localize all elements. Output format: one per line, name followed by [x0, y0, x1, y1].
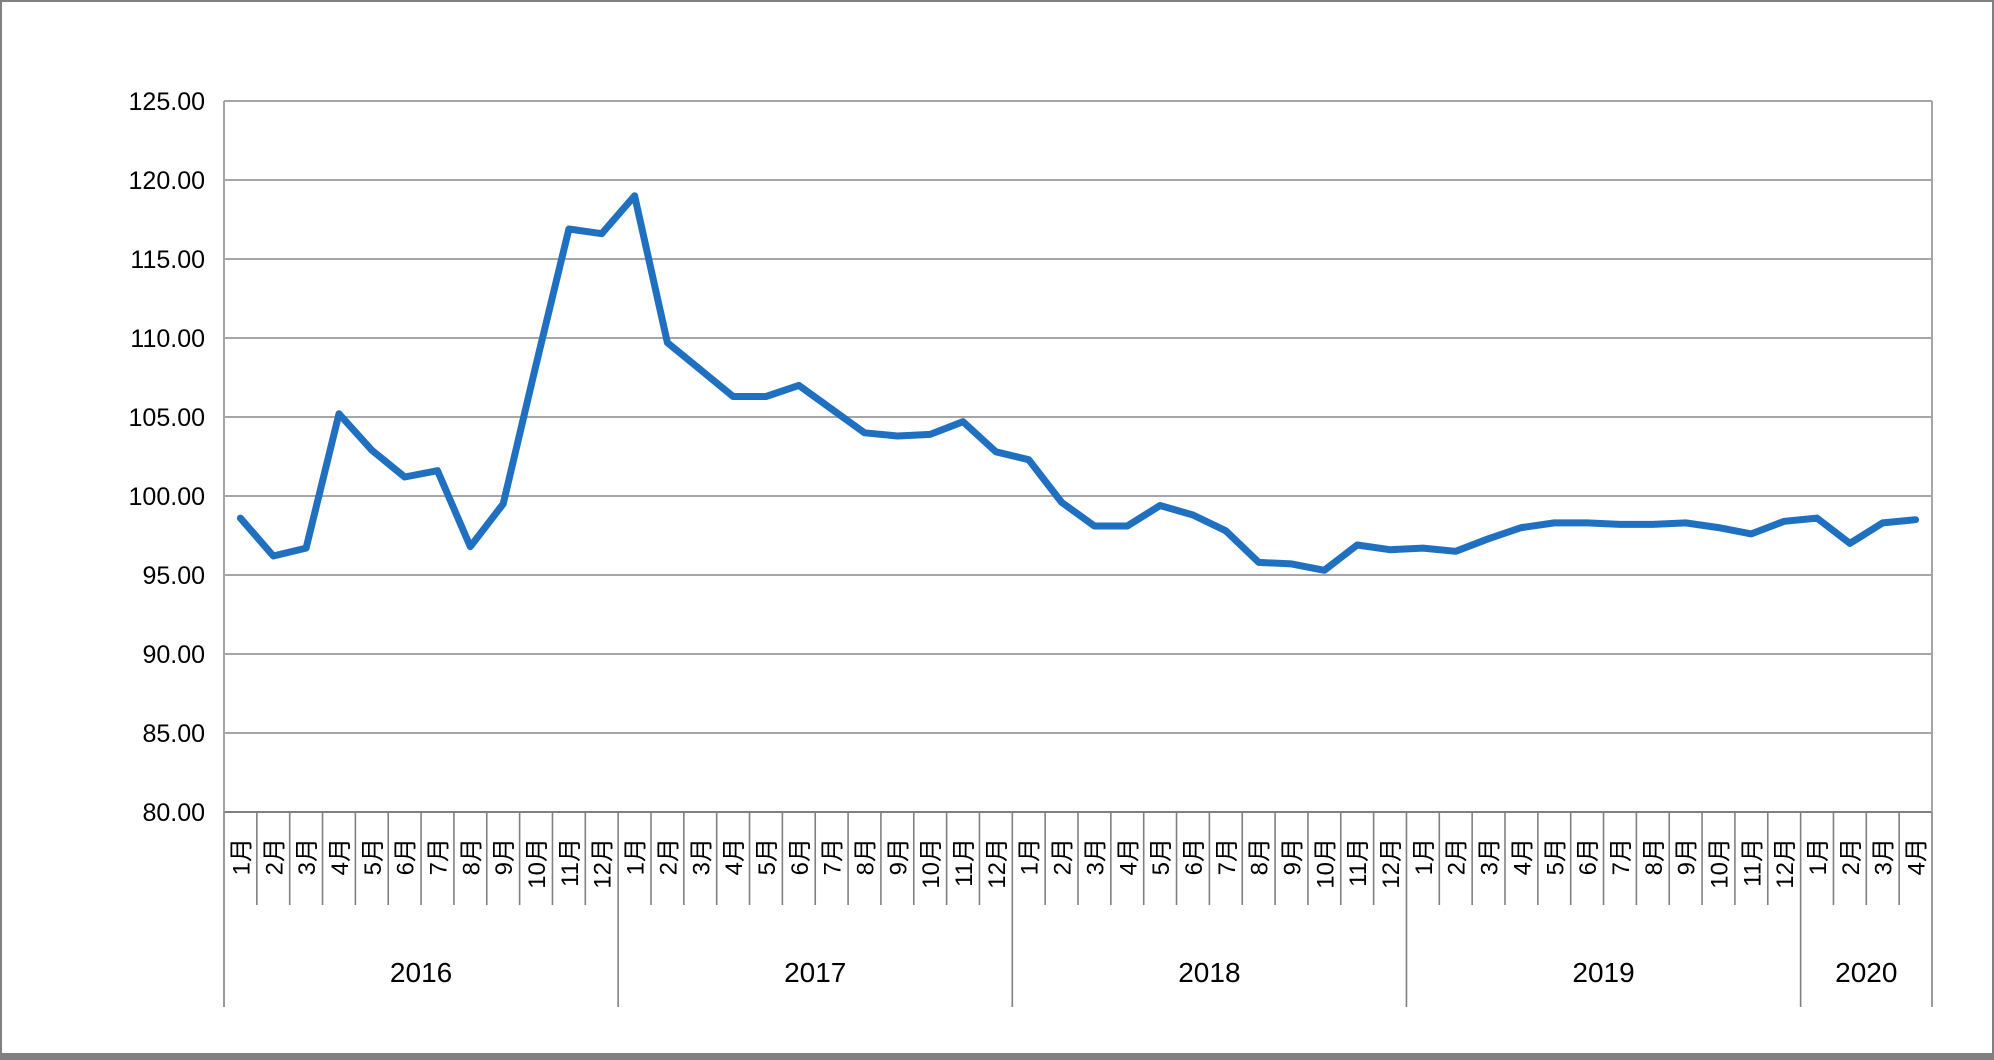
x-axis-month-label: 5月: [1542, 838, 1569, 875]
x-axis-year-label: 2016: [390, 957, 452, 988]
y-axis-tick-label: 85.00: [142, 720, 205, 748]
x-axis-month-label: 7月: [820, 838, 847, 875]
x-axis-month-label: 2月: [1838, 838, 1865, 875]
x-axis-month-label: 3月: [1871, 838, 1898, 875]
x-axis-month-label: 12月: [1378, 838, 1405, 889]
x-axis-month-label: 5月: [1148, 838, 1175, 875]
x-axis-month-label: 7月: [1214, 838, 1241, 875]
x-axis-month-label: 8月: [458, 838, 485, 875]
x-axis-month-label: 10月: [1707, 838, 1734, 889]
x-axis-month-label: 7月: [1608, 838, 1635, 875]
x-axis-month-label: 2月: [1050, 838, 1077, 875]
x-axis-month-label: 6月: [1181, 838, 1208, 875]
y-axis-tick-label: 90.00: [142, 641, 205, 669]
x-axis-month-label: 1月: [1411, 838, 1438, 875]
y-axis-tick-label: 80.00: [142, 799, 205, 827]
x-axis-month-label: 12月: [984, 838, 1011, 889]
x-axis-month-label: 11月: [1345, 838, 1372, 887]
x-axis-month-label: 9月: [1280, 838, 1307, 875]
y-axis-tick-label: 95.00: [142, 562, 205, 590]
x-axis-month-label: 3月: [688, 838, 715, 875]
x-axis-month-label: 6月: [393, 838, 420, 875]
x-axis-month-label: 12月: [1772, 838, 1799, 889]
x-axis-month-label: 10月: [1312, 838, 1339, 889]
x-axis-month-label: 1月: [1017, 838, 1044, 875]
x-axis-month-label: 3月: [1082, 838, 1109, 875]
x-axis-month-label: 10月: [524, 838, 551, 889]
x-axis-month-label: 5月: [360, 838, 387, 875]
x-axis-year-label: 2019: [1572, 957, 1634, 988]
x-axis-month-label: 1月: [228, 838, 255, 875]
x-axis-year-label: 2018: [1178, 957, 1240, 988]
x-axis-month-label: 1月: [1805, 838, 1832, 875]
x-axis-month-label: 5月: [754, 838, 781, 875]
x-axis-month-label: 11月: [1739, 838, 1766, 887]
x-axis-month-label: 1月: [623, 838, 650, 875]
y-axis-tick-label: 110.00: [130, 325, 205, 353]
y-axis-tick-label: 125.00: [129, 88, 205, 116]
x-axis-month-label: 9月: [1674, 838, 1701, 875]
x-axis-month-label: 4月: [1115, 838, 1142, 875]
x-axis-month-label: 12月: [590, 838, 617, 889]
x-axis-month-label: 9月: [491, 838, 518, 875]
x-axis-month-label: 4月: [1904, 838, 1931, 875]
x-axis-month-label: 2月: [1444, 838, 1471, 875]
x-axis-month-label: 11月: [557, 838, 584, 887]
x-axis-month-label: 10月: [918, 838, 945, 889]
y-axis-tick-label: 105.00: [129, 404, 205, 432]
x-axis-month-label: 8月: [1247, 838, 1274, 875]
x-axis-month-label: 11月: [951, 838, 978, 887]
screen-bottom-edge: [2, 1053, 1992, 1058]
y-axis-tick-label: 115.00: [130, 246, 205, 274]
x-axis-month-label: 7月: [426, 838, 453, 875]
x-axis-month-label: 4月: [721, 838, 748, 875]
x-axis-month-label: 8月: [853, 838, 880, 875]
x-axis-month-label: 2月: [655, 838, 682, 875]
x-axis-month-label: 8月: [1641, 838, 1668, 875]
x-axis-month-label: 4月: [1509, 838, 1536, 875]
x-axis-month-label: 4月: [327, 838, 354, 875]
data-series-line: [236, 192, 1920, 574]
y-axis-tick-label: 120.00: [129, 167, 205, 195]
x-axis-month-label: 3月: [294, 838, 321, 875]
x-axis-month-label: 9月: [885, 838, 912, 875]
x-axis-year-label: 2017: [784, 957, 846, 988]
x-axis-month-label: 6月: [1575, 838, 1602, 875]
x-axis-month-label: 6月: [787, 838, 814, 875]
x-axis-month-label: 3月: [1477, 838, 1504, 875]
y-axis-tick-label: 100.00: [129, 483, 205, 511]
x-axis-month-label: 2月: [261, 838, 288, 875]
x-axis-year-label: 2020: [1835, 957, 1897, 988]
